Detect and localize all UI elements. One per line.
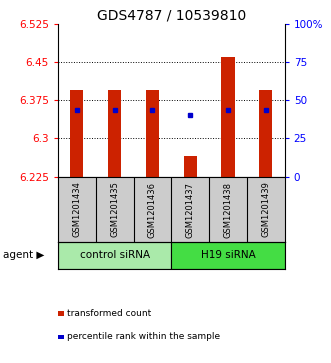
Text: percentile rank within the sample: percentile rank within the sample (67, 333, 220, 342)
Text: GSM1201434: GSM1201434 (72, 182, 81, 237)
Text: GSM1201435: GSM1201435 (110, 182, 119, 237)
Text: agent ▶: agent ▶ (3, 250, 45, 261)
Text: GSM1201438: GSM1201438 (223, 182, 232, 237)
Text: transformed count: transformed count (67, 309, 151, 318)
Bar (108, 90, 121, 177)
Bar (221, 57, 235, 177)
Text: GSM1201437: GSM1201437 (186, 182, 195, 237)
Bar (58, 242, 171, 269)
Bar (171, 242, 285, 269)
Bar (184, 156, 197, 177)
Bar (259, 90, 272, 177)
Text: control siRNA: control siRNA (79, 250, 150, 261)
Bar (70, 90, 83, 177)
Title: GDS4787 / 10539810: GDS4787 / 10539810 (97, 8, 246, 23)
Bar (146, 90, 159, 177)
Text: H19 siRNA: H19 siRNA (201, 250, 255, 261)
Text: GSM1201439: GSM1201439 (261, 182, 270, 237)
Text: GSM1201436: GSM1201436 (148, 182, 157, 237)
